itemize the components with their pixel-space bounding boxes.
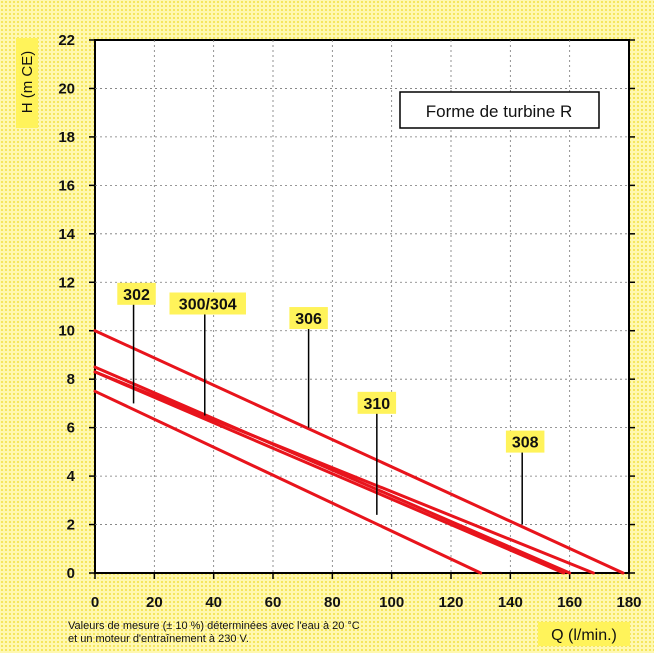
- ticks: 0 20 40 60 80 100 120 140 160 180 0 2 4 6 8 10 12 14 16 18 2…: [58, 32, 641, 611]
- annotation-box: Forme de turbine R: [399, 91, 600, 129]
- x-tick-label: 140: [498, 594, 523, 611]
- series-line-302: [93, 389, 483, 575]
- y-tick-label: 2: [67, 517, 75, 534]
- series-tag-label: 306: [295, 311, 322, 328]
- footnote-line-2: et un moteur d'entraînement à 230 V.: [68, 633, 249, 645]
- y-tick-label: 6: [67, 420, 75, 437]
- series-line-308: [93, 370, 595, 575]
- y-axis-title: H (m CE): [16, 38, 38, 128]
- series-tag-bg: [117, 282, 156, 305]
- y-tick-label: 22: [58, 32, 75, 49]
- grid: [95, 40, 629, 573]
- series-tag-bg: [505, 430, 545, 453]
- series-leaders: [132, 302, 523, 525]
- x-tick-label: 100: [379, 594, 404, 611]
- series-tag-label: 310: [363, 396, 390, 413]
- x-tick-label: 80: [324, 594, 341, 611]
- x-tick-label: 20: [146, 594, 163, 611]
- y-tick-label: 10: [58, 323, 75, 340]
- series-tag-310: 310: [357, 391, 397, 414]
- x-tick-label: 120: [438, 594, 463, 611]
- series-line-306: [93, 329, 625, 575]
- series-tag-300-304: 300/304: [169, 292, 246, 315]
- x-axis-label: Q (l/min.): [551, 627, 617, 644]
- series-tags: 302 300/304 306 310 308: [117, 282, 545, 453]
- y-tick-label: 4: [67, 468, 76, 485]
- series-tag-308: 308: [505, 430, 545, 453]
- x-tick-label: 180: [616, 594, 641, 611]
- y-tick-label: 18: [58, 129, 75, 146]
- y-tick-label: 14: [58, 226, 75, 243]
- x-tick-label: 60: [265, 594, 282, 611]
- y-tick-label: 8: [67, 371, 75, 388]
- series-tag-label: 308: [512, 435, 539, 452]
- x-axis-title: Q (l/min.): [538, 622, 630, 646]
- series-tag-bg: [169, 292, 246, 315]
- series-tag-label: 300/304: [179, 297, 237, 314]
- y-tick-label: 12: [58, 274, 75, 291]
- series-line-300-304: [93, 365, 572, 575]
- annotation-text: Forme de turbine R: [426, 102, 572, 121]
- x-tick-label: 160: [557, 594, 582, 611]
- x-tick-label: 0: [91, 594, 99, 611]
- footnote-line-1: Valeurs de mesure (± 10 %) déterminées a…: [68, 620, 360, 632]
- x-tick-label: 40: [205, 594, 222, 611]
- series-lines: [93, 329, 625, 575]
- series-tag-302: 302: [117, 282, 156, 305]
- series-tag-306: 306: [289, 307, 328, 330]
- series-tag-bg: [289, 307, 328, 330]
- footnote: Valeurs de mesure (± 10 %) déterminées a…: [68, 620, 360, 645]
- y-tick-label: 0: [67, 565, 75, 582]
- series-tag-bg: [357, 391, 397, 414]
- y-tick-label: 16: [58, 177, 75, 194]
- series-tag-label: 302: [123, 287, 150, 304]
- y-tick-label: 20: [58, 80, 75, 97]
- series-line-310: [93, 370, 566, 575]
- y-axis-label: H (m CE): [19, 51, 36, 114]
